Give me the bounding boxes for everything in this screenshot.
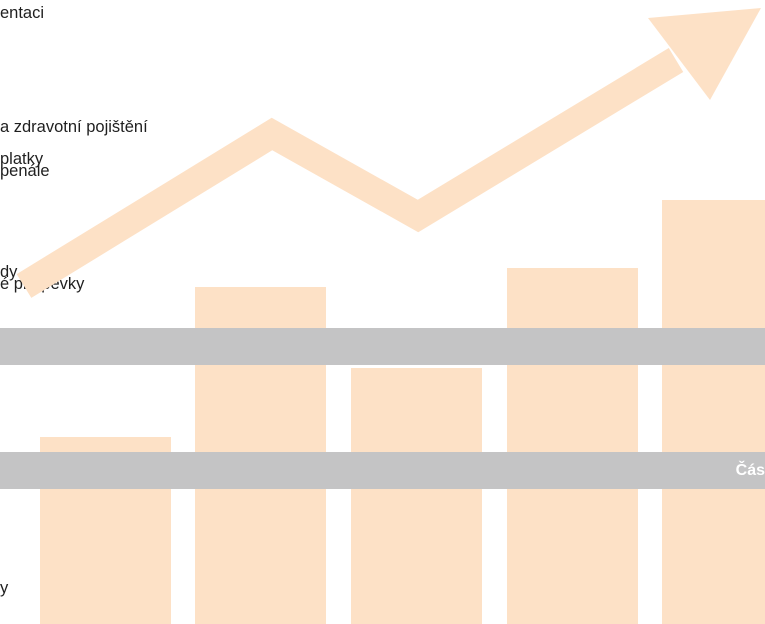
section-header-label: Čás: [735, 462, 765, 479]
section-header-band: Čás: [0, 452, 765, 489]
growth-bar-5: [662, 200, 765, 624]
text-line-1: entaci: [0, 4, 45, 22]
text-line-2: a zdravotní pojištění: [0, 118, 148, 136]
growth-bar-4: [507, 268, 638, 624]
text-line-5: dy: [0, 263, 18, 281]
text-line-8: y: [0, 579, 9, 597]
growth-bar-3: [351, 368, 482, 624]
text-line-4: penále: [0, 162, 50, 180]
text-line-3: platky: [0, 150, 44, 168]
separator-band-upper: [0, 328, 765, 365]
